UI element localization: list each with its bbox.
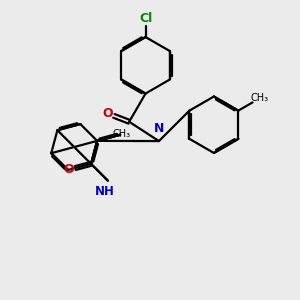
Text: O: O: [103, 107, 113, 120]
Text: O: O: [64, 163, 74, 176]
Text: Cl: Cl: [139, 12, 152, 25]
Text: N: N: [154, 122, 165, 134]
Text: NH: NH: [95, 185, 115, 198]
Text: CH₃: CH₃: [251, 93, 269, 103]
Text: CH₃: CH₃: [112, 129, 130, 139]
